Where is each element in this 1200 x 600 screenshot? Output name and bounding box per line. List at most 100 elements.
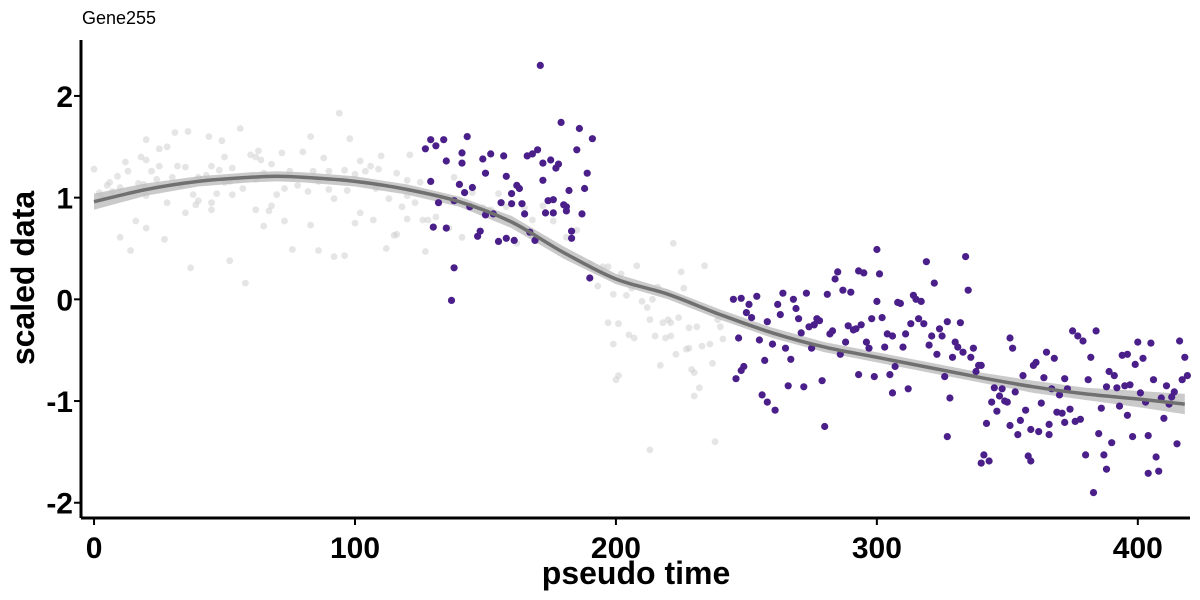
background-point — [289, 246, 296, 253]
highlight-point — [1131, 360, 1139, 368]
highlight-point — [500, 152, 508, 160]
y-tick-label: 1 — [56, 183, 73, 216]
background-point — [137, 153, 145, 161]
background-point — [163, 199, 171, 207]
highlight-point — [508, 190, 516, 198]
background-point — [208, 199, 215, 207]
background-point — [341, 252, 348, 259]
highlight-point — [748, 314, 756, 322]
background-point — [539, 202, 547, 210]
background-point — [153, 175, 161, 183]
background-point — [667, 319, 675, 327]
background-point — [257, 156, 265, 164]
highlight-point — [1061, 418, 1069, 426]
highlight-point — [995, 392, 1004, 400]
highlight-point — [925, 341, 933, 349]
background-point — [343, 187, 351, 194]
background-point — [265, 207, 273, 215]
background-point — [208, 206, 215, 214]
background-point — [411, 199, 419, 207]
background-point — [268, 160, 275, 168]
highlight-point — [447, 296, 456, 304]
background-point — [174, 162, 181, 170]
background-points — [90, 109, 727, 454]
highlight-point — [828, 327, 837, 335]
background-point — [646, 316, 654, 324]
ci-band — [94, 171, 1185, 415]
highlight-point — [432, 142, 440, 150]
highlight-point — [1139, 354, 1147, 362]
highlight-point — [742, 309, 751, 317]
background-point — [643, 304, 651, 311]
background-point — [419, 216, 427, 224]
highlight-point — [1040, 374, 1048, 382]
highlight-point — [481, 169, 490, 177]
highlight-point — [868, 315, 876, 323]
background-point — [325, 186, 333, 193]
background-point — [252, 153, 260, 161]
highlight-point — [487, 150, 495, 158]
background-point — [90, 165, 98, 173]
background-point — [675, 314, 682, 321]
highlight-point — [831, 275, 839, 283]
background-point — [630, 334, 638, 342]
highlight-point — [581, 184, 589, 193]
highlight-point — [904, 385, 912, 393]
background-point — [155, 162, 163, 170]
highlight-point — [1102, 383, 1111, 391]
background-point — [116, 233, 124, 241]
background-point — [213, 190, 221, 198]
background-point — [268, 202, 275, 210]
background-point — [416, 179, 424, 186]
background-point — [205, 133, 213, 141]
background-point — [239, 185, 247, 192]
background-point — [458, 233, 466, 241]
highlight-point — [729, 295, 738, 303]
highlight-point — [915, 315, 923, 323]
highlight-point — [1176, 337, 1184, 345]
background-point — [422, 248, 429, 255]
highlight-point — [1006, 334, 1014, 342]
highlight-point — [1076, 415, 1084, 423]
highlight-point — [938, 332, 946, 340]
background-point — [382, 245, 390, 252]
background-point — [646, 446, 654, 454]
highlight-point — [1027, 425, 1035, 434]
background-point — [677, 268, 685, 276]
highlight-point — [988, 398, 996, 406]
highlight-point — [977, 459, 985, 467]
highlight-point — [891, 362, 899, 371]
background-point — [356, 209, 364, 217]
background-point — [659, 319, 667, 327]
highlight-point — [455, 180, 463, 188]
highlight-point — [969, 344, 978, 352]
highlight-point — [575, 124, 584, 133]
background-point — [377, 152, 385, 160]
highlight-point — [586, 274, 594, 282]
highlight-point — [886, 371, 894, 379]
background-point — [182, 163, 189, 171]
highlight-point — [539, 159, 547, 167]
background-point — [672, 350, 680, 358]
highlight-point — [1016, 416, 1024, 424]
y-tick-label: -2 — [46, 488, 73, 521]
background-point — [719, 335, 727, 343]
background-point — [187, 264, 195, 272]
background-point — [375, 165, 382, 173]
highlight-point — [881, 343, 889, 351]
background-point — [424, 216, 432, 224]
highlight-point — [839, 286, 847, 294]
background-point — [330, 195, 338, 203]
highlight-point — [935, 325, 944, 333]
highlight-point — [735, 334, 743, 342]
highlight-point — [1178, 376, 1186, 384]
highlight-point — [943, 433, 951, 441]
highlight-point — [1123, 350, 1131, 358]
highlight-points — [421, 61, 1191, 497]
highlight-point — [1069, 327, 1077, 335]
background-point — [208, 162, 215, 170]
background-point — [351, 170, 359, 178]
highlight-point — [1061, 375, 1069, 383]
highlight-point — [1009, 344, 1017, 352]
background-point — [307, 133, 314, 141]
